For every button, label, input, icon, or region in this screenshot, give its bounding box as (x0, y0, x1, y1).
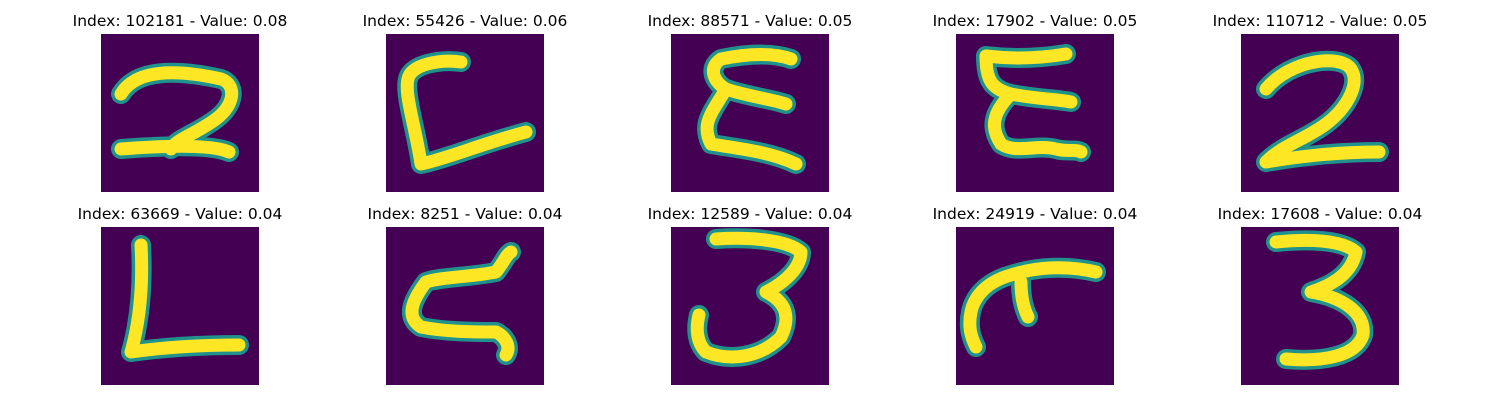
image-panel: Index: 110712 - Value: 0.05 (1170, 10, 1470, 200)
image-background (101, 227, 259, 385)
image-panel: Index: 88571 - Value: 0.05 (600, 10, 900, 200)
stroke-core (963, 261, 1103, 354)
panel-title: Index: 24919 - Value: 0.04 (932, 205, 1138, 223)
image-panel: Index: 17608 - Value: 0.04 (1170, 203, 1470, 393)
digit-image (956, 227, 1114, 385)
digit-image (1241, 227, 1399, 385)
panel-title: Index: 12589 - Value: 0.04 (647, 205, 853, 223)
stroke-core (690, 231, 808, 364)
digit-image (101, 34, 259, 192)
stroke-core (114, 66, 239, 159)
digit-image (386, 227, 544, 385)
panel-title: Index: 63669 - Value: 0.04 (77, 205, 283, 223)
stroke-core (1269, 233, 1370, 367)
digit-image (671, 227, 829, 385)
stroke-core (405, 245, 518, 362)
image-panel: Index: 63669 - Value: 0.04 (30, 203, 330, 393)
image-panel: Index: 8251 - Value: 0.04 (315, 203, 615, 393)
digit-image (671, 34, 829, 192)
image-panel: Index: 17902 - Value: 0.05 (885, 10, 1185, 200)
panel-title: Index: 17608 - Value: 0.04 (1217, 205, 1423, 223)
image-panel: Index: 24919 - Value: 0.04 (885, 203, 1185, 393)
panel-title: Index: 8251 - Value: 0.04 (367, 205, 563, 223)
stroke-core (400, 54, 533, 171)
panel-title: Index: 102181 - Value: 0.08 (72, 12, 288, 30)
digit-image (101, 227, 259, 385)
stroke-core (1259, 54, 1386, 169)
stroke-core (700, 47, 803, 171)
image-panel: Index: 102181 - Value: 0.08 (30, 10, 330, 200)
digit-image (1241, 34, 1399, 192)
panel-title: Index: 88571 - Value: 0.05 (647, 12, 853, 30)
stroke-core (124, 238, 246, 359)
digit-image (956, 34, 1114, 192)
stroke-core (979, 47, 1088, 159)
panel-title: Index: 55426 - Value: 0.06 (362, 12, 568, 30)
image-panel: Index: 12589 - Value: 0.04 (600, 203, 900, 393)
panel-title: Index: 17902 - Value: 0.05 (932, 12, 1138, 30)
panel-title: Index: 110712 - Value: 0.05 (1212, 12, 1428, 30)
image-panel: Index: 55426 - Value: 0.06 (315, 10, 615, 200)
digit-image (386, 34, 544, 192)
